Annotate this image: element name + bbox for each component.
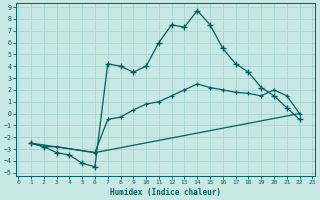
X-axis label: Humidex (Indice chaleur): Humidex (Indice chaleur): [110, 188, 221, 197]
